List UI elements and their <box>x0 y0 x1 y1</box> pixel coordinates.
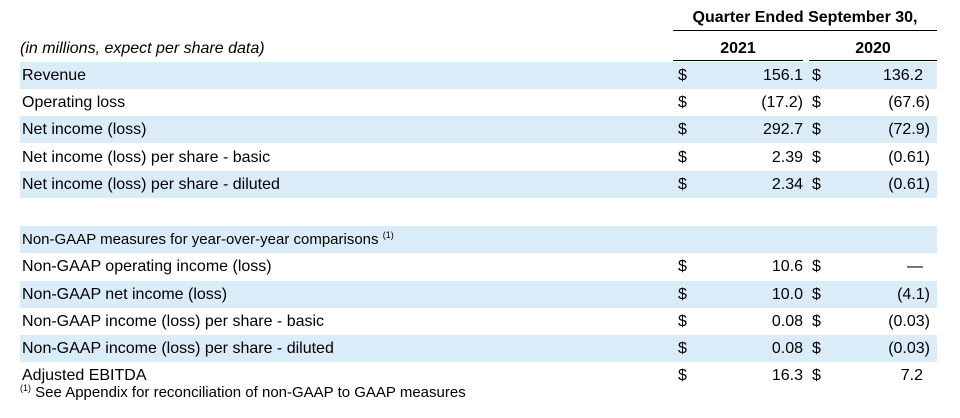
dollar-sign-2021: $ <box>678 367 687 384</box>
dollar-sign-2020: $ <box>812 313 821 330</box>
table-row: Non-GAAP operating income (loss) $ $10.6 — <box>20 253 937 280</box>
row-label-text: Revenue <box>22 67 87 84</box>
table-row: Net income (loss) $ $292.7 (72.9) <box>20 116 937 143</box>
year-header-2020: 2020 <box>855 40 891 57</box>
row-label: Non-GAAP income (loss) per share - dilut… <box>22 335 334 362</box>
period-underline <box>673 30 937 31</box>
value-2021: 2.39 <box>771 149 803 166</box>
row-label-text: Operating loss <box>22 94 126 111</box>
value-2021: (17.2) <box>761 94 803 111</box>
row-label-text: Non-GAAP income (loss) per share - dilut… <box>22 340 334 357</box>
row-label-text: Non-GAAP measures for year-over-year com… <box>22 231 379 248</box>
row-label: Non-GAAP measures for year-over-year com… <box>22 226 394 253</box>
value-2021: 2.34 <box>771 176 803 193</box>
year-2020-underline <box>809 60 937 61</box>
value-2020: (0.03) <box>888 340 930 357</box>
value-2020: (0.03) <box>888 313 930 330</box>
table-row: Non-GAAP income (loss) per share - basic… <box>20 308 937 335</box>
dollar-sign-2020: $ <box>812 286 821 303</box>
row-label-text: Net income (loss) per share - basic <box>22 149 271 166</box>
footnote-reference: (1) <box>382 230 394 240</box>
table-row <box>20 198 937 225</box>
dollar-sign-2020: $ <box>812 258 821 275</box>
units-note: (in millions, expect per share data) <box>20 40 265 57</box>
value-2020: 7.2 <box>900 367 923 384</box>
dollar-sign-2020: $ <box>812 340 821 357</box>
table-row: Non-GAAP net income (loss) $ $10.0 (4.1) <box>20 281 937 308</box>
table-row: Adjusted EBITDA $ $16.3 7.2 <box>20 362 937 389</box>
row-label: Net income (loss) per share - basic <box>22 144 270 171</box>
row-label: Non-GAAP net income (loss) <box>22 281 227 308</box>
dollar-sign-2020: $ <box>812 367 821 384</box>
row-label-text: Non-GAAP net income (loss) <box>22 286 228 303</box>
value-2021: 10.6 <box>771 258 803 275</box>
value-2021: 10.0 <box>771 286 803 303</box>
row-label: Adjusted EBITDA <box>22 362 147 389</box>
dollar-sign-2021: $ <box>678 121 687 138</box>
period-title: Quarter Ended September 30, <box>692 9 918 26</box>
table-row: Operating loss $ $ (17.2) (67.6) <box>20 89 937 116</box>
value-2021: 156.1 <box>762 67 803 84</box>
value-2020: (4.1) <box>897 286 930 303</box>
value-2020: (0.61) <box>888 176 930 193</box>
footnote-marker: (1) <box>20 383 31 393</box>
dollar-sign-2021: $ <box>678 176 687 193</box>
dollar-sign-2021: $ <box>678 340 687 357</box>
value-2020: (67.6) <box>888 94 930 111</box>
row-label-text: Adjusted EBITDA <box>22 367 147 384</box>
dollar-sign-2021: $ <box>678 313 687 330</box>
value-2021: 292.7 <box>762 121 803 138</box>
row-label-text: Net income (loss) per share - diluted <box>22 176 280 193</box>
value-2021: 16.3 <box>771 367 803 384</box>
dollar-sign-2021: $ <box>678 94 687 111</box>
row-label: Net income (loss) <box>22 116 146 143</box>
row-label: Non-GAAP income (loss) per share - basic <box>22 308 324 335</box>
dollar-sign-2021: $ <box>678 149 687 166</box>
footnote: (1) See Appendix for reconciliation of n… <box>20 384 466 402</box>
footnote-text: See Appendix for reconciliation of non-G… <box>35 384 466 401</box>
value-2021: 0.08 <box>771 340 803 357</box>
value-2021: 0.08 <box>771 313 803 330</box>
row-label-text: Net income (loss) <box>22 121 147 138</box>
dollar-sign-2020: $ <box>812 121 821 138</box>
row-label: Revenue <box>22 62 86 89</box>
value-2020: (0.61) <box>888 149 930 166</box>
value-2020: (72.9) <box>888 121 930 138</box>
year-2021-underline <box>673 60 803 61</box>
table-row: Non-GAAP income (loss) per share - dilut… <box>20 335 937 362</box>
dollar-sign-2021: $ <box>678 286 687 303</box>
dollar-sign-2021: $ <box>678 258 687 275</box>
year-header-2021: 2021 <box>720 40 756 57</box>
row-label-text: Non-GAAP operating income (loss) <box>22 258 272 275</box>
table-row: Net income (loss) per share - basic $ $2.3… <box>20 144 937 171</box>
row-label-text: Non-GAAP income (loss) per share - basic <box>22 313 325 330</box>
dollar-sign-2020: $ <box>812 94 821 111</box>
dollar-sign-2021: $ <box>678 67 687 84</box>
row-label: Net income (loss) per share - diluted <box>22 171 280 198</box>
dollar-sign-2020: $ <box>812 67 821 84</box>
table-row: Net income (loss) per share - diluted $ $2… <box>20 171 937 198</box>
value-2020: 136.2 <box>882 67 923 84</box>
dollar-sign-2020: $ <box>812 149 821 166</box>
row-label: Operating loss <box>22 89 125 116</box>
row-label: Non-GAAP operating income (loss) <box>22 253 272 280</box>
value-2020: — <box>907 258 923 275</box>
dollar-sign-2020: $ <box>812 176 821 193</box>
table-row: Non-GAAP measures for year-over-year com… <box>20 226 937 253</box>
table-row: Revenue $ $156.1 136.2 <box>20 62 937 89</box>
